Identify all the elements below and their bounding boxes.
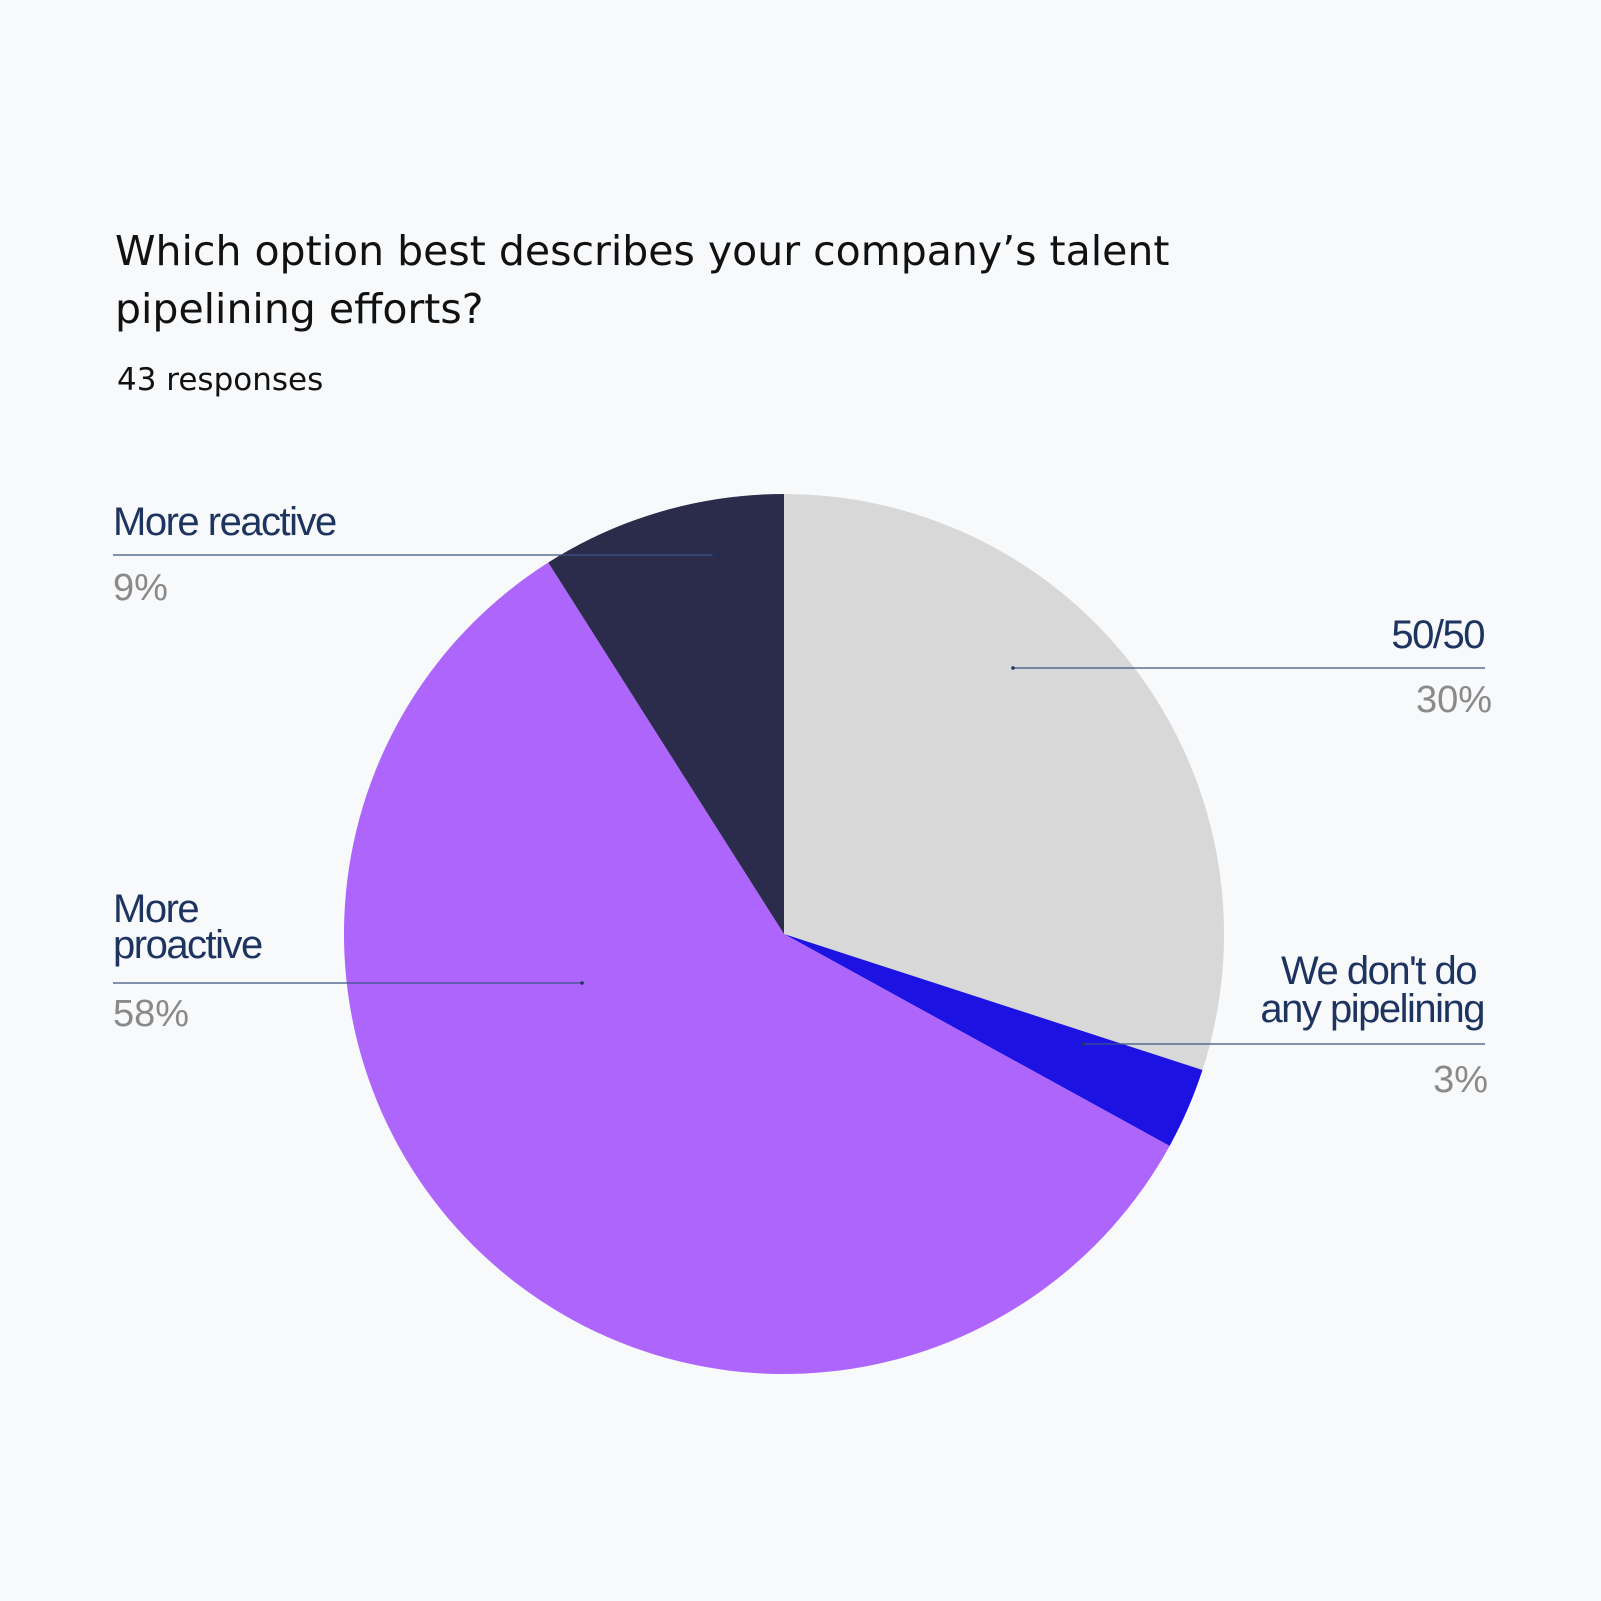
pie-labels: 50/50 30% We don't do any pipelining 3% More p… xyxy=(113,500,1492,1101)
slice-label-we-don-t-do-any-pipelining: We don't do any pipelining xyxy=(1260,949,1484,1031)
slice-label-more-reactive: More reactive xyxy=(113,500,336,544)
slice-percent-more-proactive: 58% xyxy=(113,993,189,1035)
response-count: 43 responses xyxy=(117,362,324,398)
pie-slice-we-don-t-do-any-pipelining xyxy=(784,934,1203,1146)
pie-slices xyxy=(343,494,1224,1375)
pie-slice-more-proactive xyxy=(343,562,1170,1375)
pie-slice-more-reactive xyxy=(548,494,784,934)
leader-dot-more-reactive xyxy=(712,553,716,557)
chart-title: Which option best describes your company… xyxy=(115,227,1170,333)
slice-label-50-50: 50/50 xyxy=(1391,613,1484,657)
slice-percent-we-don-t-do-any-pipelining: 3% xyxy=(1433,1059,1488,1101)
leader-dot-we-don-t-do-any-pipelining xyxy=(1081,1042,1085,1046)
slice-percent-more-reactive: 9% xyxy=(113,567,168,609)
leader-dot-more-proactive xyxy=(580,981,584,985)
slice-percent-50-50: 30% xyxy=(1416,679,1492,721)
slice-label-more-proactive: More proactive xyxy=(113,887,262,967)
leader-dot-50-50 xyxy=(1011,666,1015,670)
pie-slice-50-50 xyxy=(784,494,1224,1070)
